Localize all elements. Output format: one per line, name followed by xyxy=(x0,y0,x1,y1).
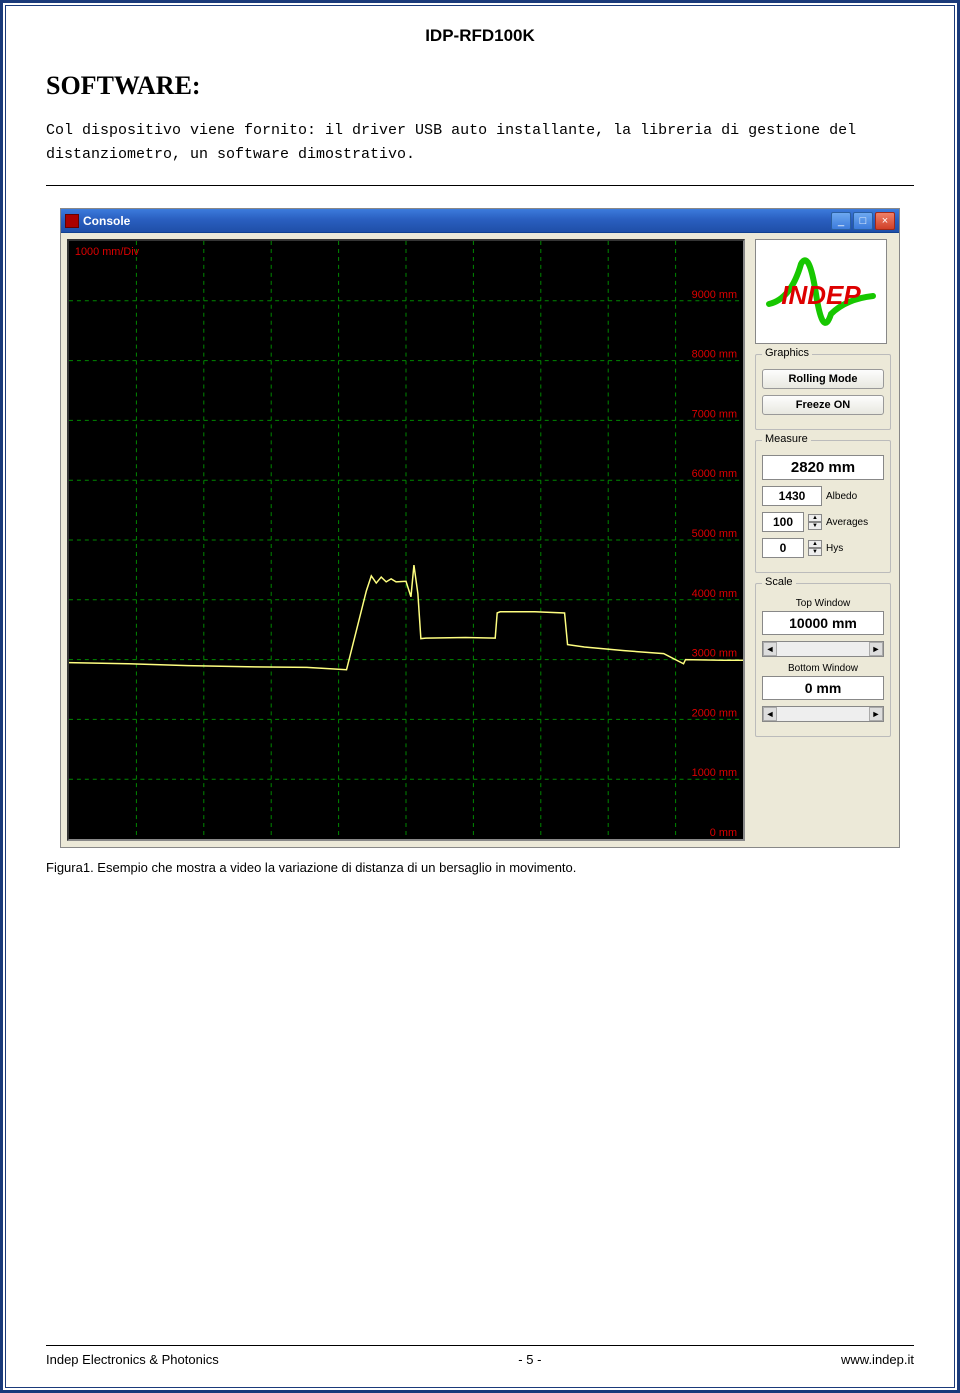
averages-spinner[interactable]: ▲▼ xyxy=(808,514,822,530)
maximize-button[interactable]: □ xyxy=(853,212,873,230)
svg-text:8000 mm: 8000 mm xyxy=(692,349,737,361)
footer-left: Indep Electronics & Photonics xyxy=(46,1352,219,1367)
svg-text:1000 mm: 1000 mm xyxy=(692,767,737,779)
albedo-label: Albedo xyxy=(826,491,857,502)
distance-chart: 9000 mm 8000 mm 7000 mm 6000 mm 5000 mm 4000 … xyxy=(67,239,745,841)
freeze-button[interactable]: Freeze ON xyxy=(762,395,884,415)
averages-label: Averages xyxy=(826,517,868,528)
svg-text:1000 mm/Div: 1000 mm/Div xyxy=(75,246,140,258)
close-button[interactable]: × xyxy=(875,212,895,230)
hys-spinner[interactable]: ▲▼ xyxy=(808,540,822,556)
scale-label: Scale xyxy=(762,576,796,588)
logo: INDEP xyxy=(755,239,887,344)
svg-text:3000 mm: 3000 mm xyxy=(692,648,737,660)
svg-text:9000 mm: 9000 mm xyxy=(692,289,737,301)
app-screenshot: Console _ □ × 9000 mm 8000 mm 7000 mm 6000 … xyxy=(60,208,900,848)
graphics-label: Graphics xyxy=(762,347,812,359)
albedo-value: 1430 xyxy=(762,486,822,506)
svg-text:4000 mm: 4000 mm xyxy=(692,588,737,600)
divider xyxy=(46,185,914,186)
figure-caption: Figura1. Esempio che mostra a video la v… xyxy=(46,860,914,875)
svg-text:7000 mm: 7000 mm xyxy=(692,408,737,420)
footer-right: www.indep.it xyxy=(841,1352,914,1367)
svg-text:5000 mm: 5000 mm xyxy=(692,528,737,540)
top-window-value: 10000 mm xyxy=(762,611,884,635)
doc-header: IDP-RFD100K xyxy=(46,26,914,46)
graphics-group: Graphics Rolling Mode Freeze ON xyxy=(755,354,891,430)
window-title: Console xyxy=(83,214,831,228)
svg-text:2000 mm: 2000 mm xyxy=(692,707,737,719)
measure-value: 2820 mm xyxy=(762,455,884,480)
titlebar: Console _ □ × xyxy=(61,209,899,233)
svg-text:INDEP: INDEP xyxy=(781,280,861,310)
averages-value[interactable]: 100 xyxy=(762,512,804,532)
hys-label: Hys xyxy=(826,543,843,554)
rolling-mode-button[interactable]: Rolling Mode xyxy=(762,369,884,389)
app-icon xyxy=(65,214,79,228)
footer-center: - 5 - xyxy=(518,1352,541,1367)
intro-paragraph: Col dispositivo viene fornito: il driver… xyxy=(46,119,914,167)
bottom-window-label: Bottom Window xyxy=(762,663,884,674)
bottom-window-value: 0 mm xyxy=(762,676,884,700)
measure-label: Measure xyxy=(762,433,811,445)
measure-group: Measure 2820 mm 1430 Albedo 100 ▲▼ Avera… xyxy=(755,440,891,573)
svg-text:6000 mm: 6000 mm xyxy=(692,468,737,480)
svg-text:0 mm: 0 mm xyxy=(710,827,737,839)
sidebar: INDEP Graphics Rolling Mode Freeze ON Me… xyxy=(751,233,899,847)
section-title: SOFTWARE: xyxy=(46,71,914,101)
bottom-window-scroll[interactable]: ◄► xyxy=(762,706,884,722)
hys-value[interactable]: 0 xyxy=(762,538,804,558)
top-window-label: Top Window xyxy=(762,598,884,609)
scale-group: Scale Top Window 10000 mm ◄► Bottom Wind… xyxy=(755,583,891,737)
minimize-button[interactable]: _ xyxy=(831,212,851,230)
top-window-scroll[interactable]: ◄► xyxy=(762,641,884,657)
page-footer: Indep Electronics & Photonics - 5 - www.… xyxy=(46,1345,914,1367)
